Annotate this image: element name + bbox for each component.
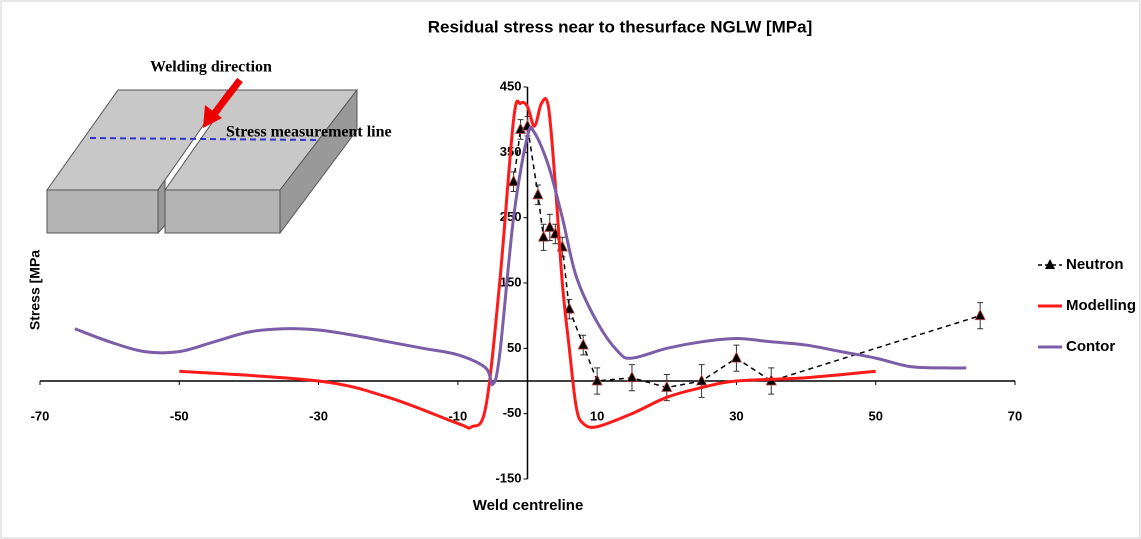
y-axis-label: Stress [MPa: [27, 250, 43, 330]
marker: [661, 380, 673, 392]
legend-label: Modelling: [1066, 297, 1136, 314]
legend-label: Neutron: [1066, 256, 1124, 273]
legend-marker: [1045, 259, 1055, 269]
marker: [591, 374, 603, 386]
legend-label: Contor: [1066, 338, 1115, 355]
marker: [563, 302, 575, 314]
marker: [695, 374, 708, 386]
x-tick-label: -70: [31, 408, 50, 423]
x-axis-label: Weld centreline: [473, 497, 584, 514]
marker: [537, 230, 550, 242]
series-line: [74, 125, 967, 386]
marker: [626, 370, 638, 383]
x-tick-label: -30: [309, 408, 328, 423]
x-tick-label: 70: [1008, 408, 1022, 423]
marker: [974, 308, 986, 321]
x-tick-label: 50: [868, 408, 882, 423]
inset-diagram: Welding direction Stress measurement lin…: [46, 59, 392, 235]
marker: [544, 220, 556, 232]
y-tick-label: 50: [507, 340, 521, 355]
annotation: Stress measurement line: [226, 124, 392, 141]
x-tick-label: -50: [170, 408, 189, 423]
chart-title: Residual stress near to thesurface NGLW …: [428, 17, 813, 36]
y-tick-label: 450: [500, 78, 522, 93]
marker: [577, 338, 589, 350]
annotation: Welding direction: [150, 59, 272, 76]
x-tick-label: 10: [590, 408, 604, 423]
marker: [532, 187, 544, 200]
y-tick-label: 250: [500, 209, 522, 224]
y-tick-label: 150: [500, 274, 522, 289]
y-tick-label: -150: [495, 470, 521, 485]
y-tick-label: -50: [503, 405, 522, 420]
marker: [507, 174, 520, 187]
marker: [730, 351, 743, 363]
x-tick-label: -10: [448, 408, 467, 423]
series-line: [179, 97, 876, 430]
x-tick-label: 30: [729, 408, 743, 423]
